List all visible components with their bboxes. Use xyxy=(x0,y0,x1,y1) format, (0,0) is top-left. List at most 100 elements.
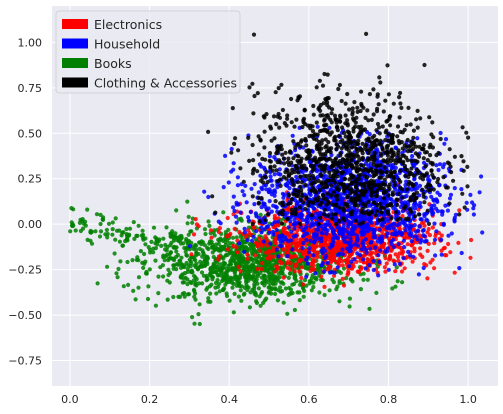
data-point xyxy=(338,270,343,275)
data-point xyxy=(384,144,389,149)
data-point xyxy=(396,177,402,182)
data-point xyxy=(343,101,348,106)
data-point xyxy=(335,246,340,251)
data-point xyxy=(304,231,310,236)
data-point xyxy=(273,204,278,209)
data-point xyxy=(216,219,221,224)
data-point xyxy=(302,288,307,293)
data-point xyxy=(431,197,436,202)
data-point xyxy=(346,269,351,274)
data-point xyxy=(397,261,403,266)
data-point xyxy=(314,252,319,257)
data-point xyxy=(311,280,316,285)
data-point xyxy=(422,200,427,205)
data-point xyxy=(153,258,158,263)
data-point xyxy=(427,183,432,188)
data-point xyxy=(70,223,75,229)
data-point xyxy=(374,138,379,143)
data-point xyxy=(252,182,257,187)
data-point xyxy=(396,150,401,155)
data-point xyxy=(259,266,264,272)
data-point xyxy=(407,179,412,185)
data-point xyxy=(401,220,406,226)
data-point xyxy=(281,175,286,180)
data-point xyxy=(347,296,352,301)
data-point xyxy=(408,122,413,127)
data-point xyxy=(263,262,268,267)
data-point xyxy=(408,198,413,203)
data-point xyxy=(345,121,350,126)
data-point xyxy=(288,149,293,154)
data-point xyxy=(372,227,377,232)
data-point xyxy=(301,251,306,256)
data-point xyxy=(278,280,284,285)
x-tick-label: 0.8 xyxy=(380,393,398,406)
data-point xyxy=(406,249,411,254)
data-point xyxy=(274,247,279,252)
data-point xyxy=(306,150,311,155)
data-point xyxy=(329,193,334,198)
data-point xyxy=(130,258,135,263)
data-point xyxy=(424,238,429,243)
data-point xyxy=(343,258,348,263)
data-point xyxy=(196,312,201,317)
data-point xyxy=(161,274,166,279)
data-point xyxy=(289,229,294,234)
data-point xyxy=(418,240,423,245)
data-point xyxy=(340,182,345,187)
data-point xyxy=(246,273,252,278)
data-point xyxy=(278,239,283,244)
data-point xyxy=(378,163,383,168)
data-point xyxy=(223,273,228,278)
data-point xyxy=(299,180,305,185)
data-point xyxy=(392,169,397,174)
data-point xyxy=(264,236,269,241)
data-point xyxy=(242,259,247,264)
data-point xyxy=(194,247,199,252)
data-point xyxy=(156,239,161,244)
data-point xyxy=(462,205,467,210)
data-point xyxy=(386,184,391,189)
data-point xyxy=(246,278,251,283)
data-point xyxy=(205,277,210,282)
y-tick-label: −0.25 xyxy=(8,264,42,277)
data-point xyxy=(406,105,411,110)
data-point xyxy=(385,174,390,179)
data-point xyxy=(308,224,313,229)
data-point xyxy=(230,106,235,111)
data-point xyxy=(347,264,352,269)
data-point xyxy=(398,101,403,106)
data-point xyxy=(209,235,214,240)
data-point xyxy=(224,293,230,299)
data-point xyxy=(304,166,309,172)
data-point xyxy=(269,138,274,143)
data-point xyxy=(267,265,273,270)
data-point xyxy=(465,184,470,189)
data-point xyxy=(301,294,306,299)
data-point xyxy=(218,248,223,253)
data-point xyxy=(223,270,228,275)
data-point xyxy=(422,173,427,178)
data-point xyxy=(339,192,344,197)
data-point xyxy=(273,216,278,221)
data-point xyxy=(371,87,376,92)
data-point xyxy=(266,249,271,254)
data-point xyxy=(318,102,323,108)
data-point xyxy=(412,223,417,228)
data-point xyxy=(344,235,349,240)
data-point xyxy=(366,149,371,154)
data-point xyxy=(340,227,345,232)
data-point xyxy=(361,271,366,276)
data-point xyxy=(409,166,414,171)
data-point xyxy=(339,146,344,151)
data-point xyxy=(319,230,324,235)
data-point xyxy=(300,169,305,175)
data-point xyxy=(363,224,368,229)
data-point xyxy=(299,138,304,143)
data-point xyxy=(324,157,329,162)
data-point xyxy=(252,93,257,99)
data-point xyxy=(316,228,321,233)
data-point xyxy=(403,173,408,178)
data-point xyxy=(235,254,240,259)
data-point xyxy=(380,124,385,129)
